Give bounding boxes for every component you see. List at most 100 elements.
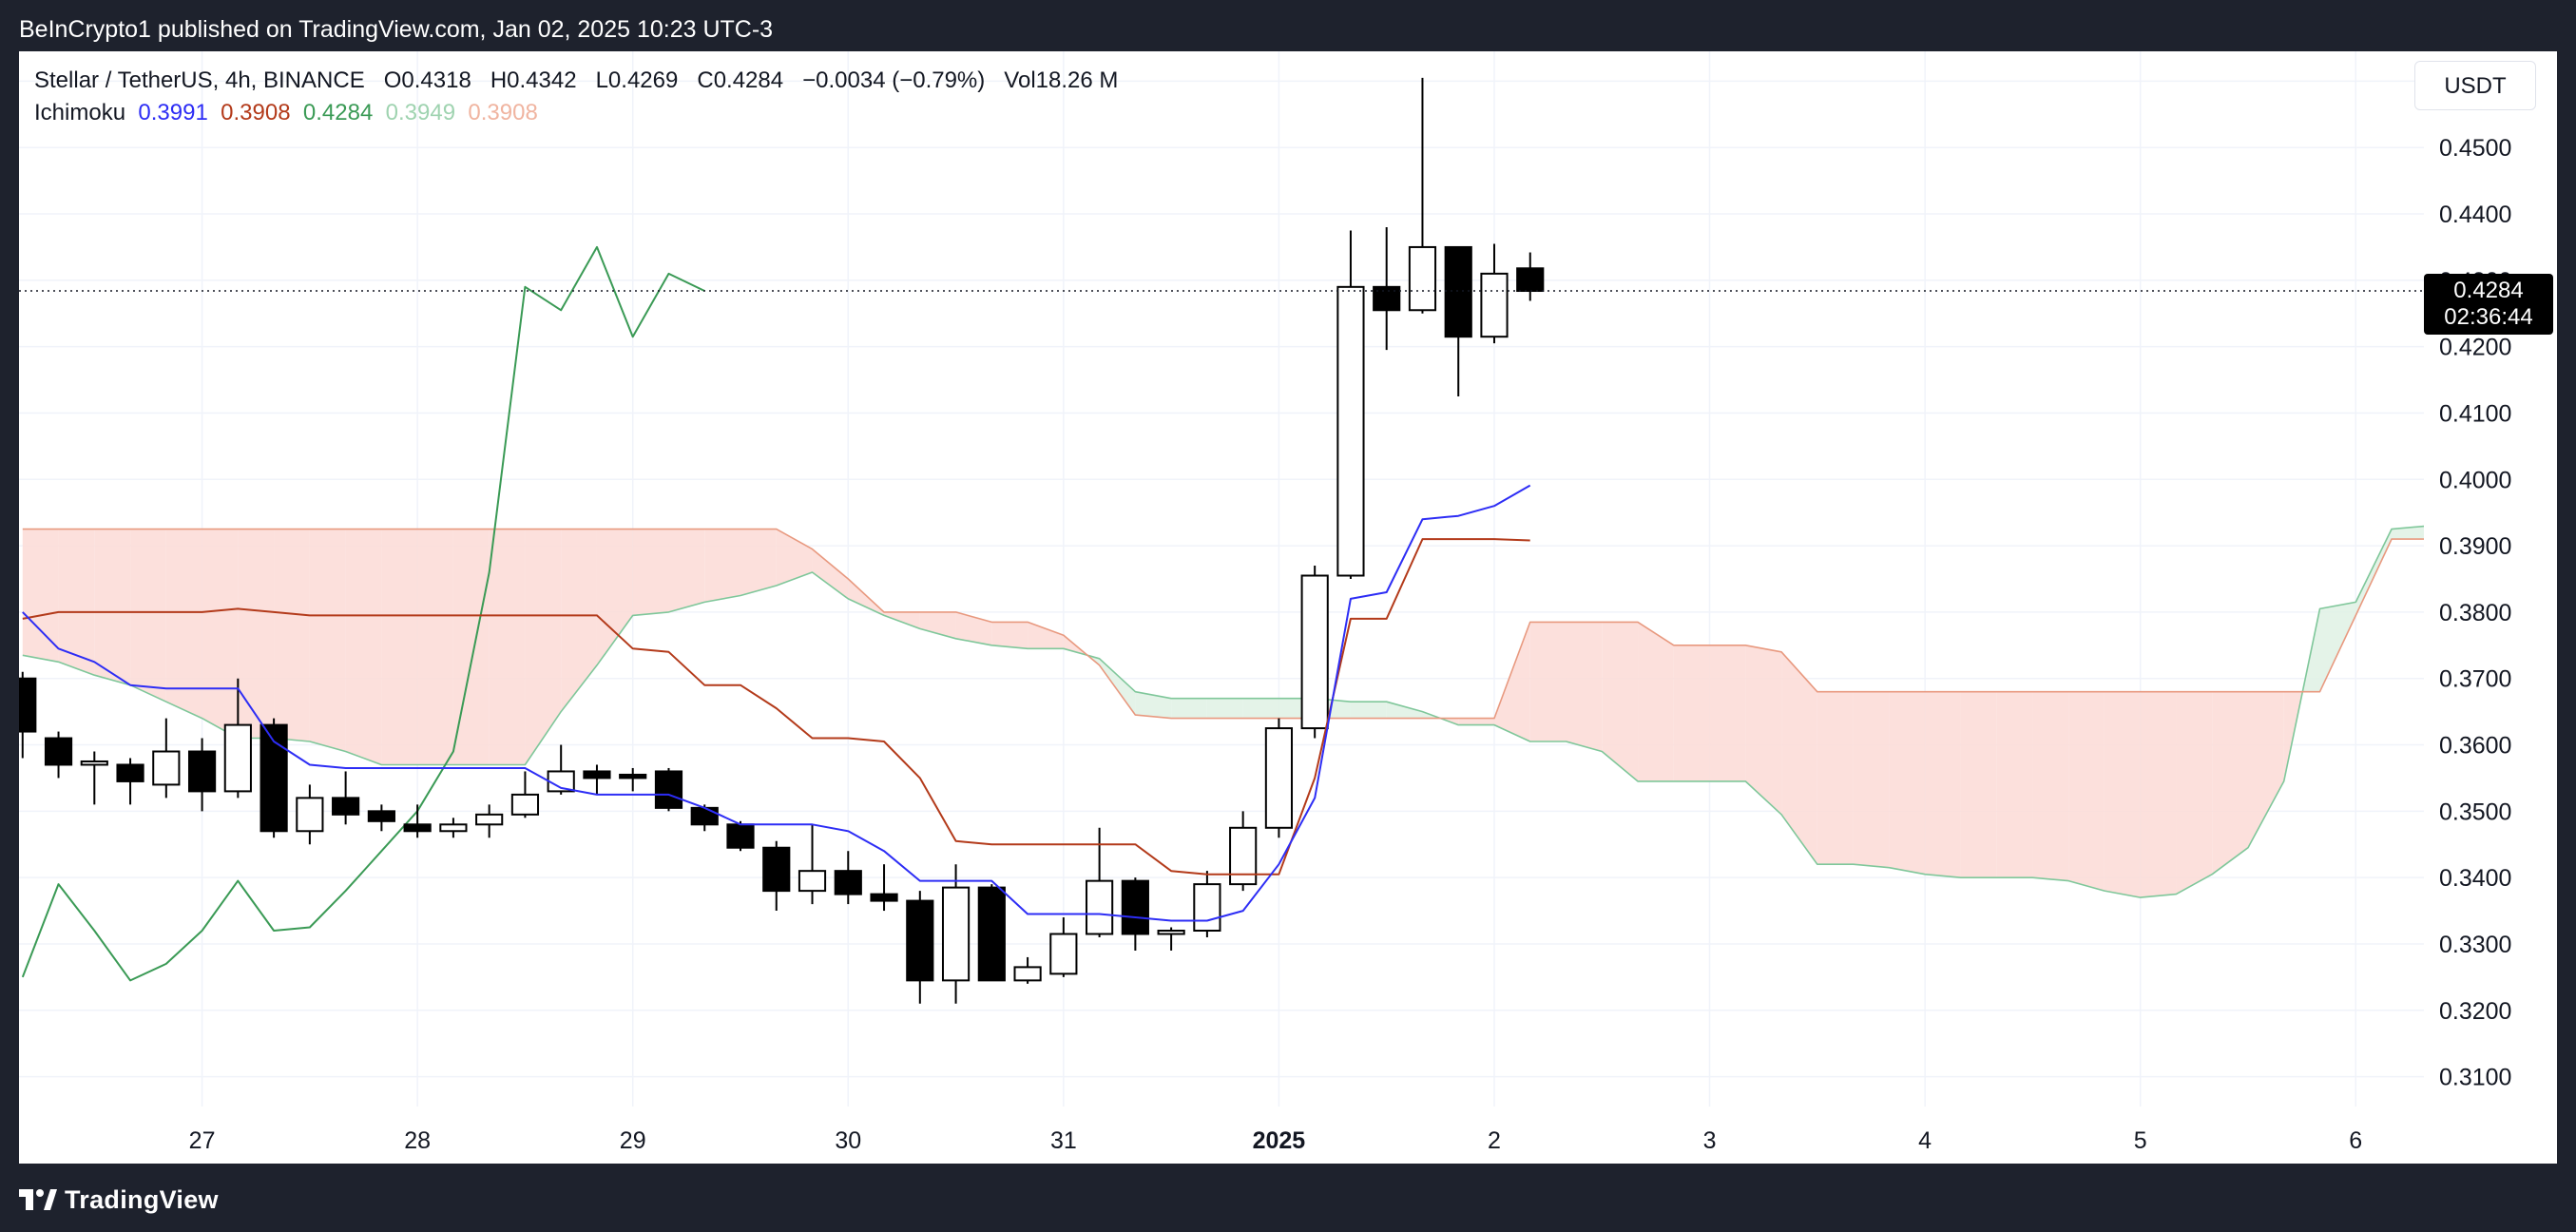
bearish-cloud-segment	[740, 529, 777, 596]
y-tick-label: 0.4000	[2439, 467, 2511, 493]
bearish-candle-body	[870, 893, 898, 902]
last-price-label: 0.4284 02:36:44	[2424, 274, 2553, 336]
bearish-cloud-segment	[489, 529, 526, 765]
candle	[654, 767, 683, 812]
bearish-cloud-segment	[309, 529, 346, 752]
currency-button[interactable]: USDT	[2414, 61, 2536, 110]
bearish-cloud-segment	[1960, 691, 1997, 878]
y-tick-label: 0.3300	[2439, 932, 2511, 958]
candle	[1049, 917, 1078, 977]
bullish-candle-body	[510, 793, 540, 816]
bearish-cloud-segment	[2247, 691, 2284, 848]
candle	[1516, 252, 1545, 301]
bearish-cloud-segment	[1925, 691, 1961, 878]
bearish-cloud-segment	[812, 549, 849, 599]
bearish-cloud-segment	[1638, 622, 1674, 781]
bearish-candle-body	[1516, 267, 1545, 293]
candle	[1444, 245, 1472, 397]
candle	[583, 764, 611, 795]
x-tick-label: 3	[1703, 1127, 1717, 1154]
bearish-cloud-segment	[274, 529, 310, 742]
footer-bar: TradingView	[0, 1164, 2576, 1232]
bearish-cloud-segment	[1817, 691, 1854, 865]
y-tick-label: 0.3800	[2439, 600, 2511, 626]
bullish-cloud-segment	[2392, 526, 2424, 540]
last-price-value: 0.4284	[2453, 278, 2524, 304]
bearish-cloud-segment	[596, 529, 633, 665]
y-tick-label: 0.3200	[2439, 998, 2511, 1025]
candle	[1408, 77, 1437, 314]
bullish-cloud-segment	[1171, 698, 1207, 719]
bullish-candle-body	[1336, 285, 1365, 577]
bearish-cloud-segment	[955, 611, 992, 645]
bullish-candle-body	[1157, 930, 1185, 935]
bullish-candle-body	[475, 813, 504, 826]
bearish-cloud-segment	[2140, 691, 2177, 898]
candle	[1336, 230, 1365, 579]
candle	[187, 738, 217, 812]
bullish-candle-body	[1229, 826, 1258, 886]
y-tick-label: 0.3400	[2439, 865, 2511, 892]
bearish-candle-body	[116, 763, 144, 782]
x-tick-label: 29	[620, 1127, 646, 1154]
bearish-cloud-segment	[1028, 622, 1064, 649]
bearish-cloud-segment	[238, 529, 275, 739]
bearish-cloud-segment	[1745, 645, 1782, 815]
price-chart[interactable]: 0.3100 0.3200 0.3300 0.3400 0.3500 0.3600 0.37…	[19, 51, 2557, 1164]
bearish-cloud-segment	[1602, 622, 1639, 781]
y-tick-label: 0.3500	[2439, 799, 2511, 825]
bearish-cloud-segment	[1781, 651, 1817, 865]
candles	[19, 77, 1545, 1004]
candle	[906, 891, 934, 1004]
candle	[152, 718, 181, 799]
y-tick-label: 0.4200	[2439, 335, 2511, 361]
publisher-text: BeInCrypto1 published on TradingView.com…	[19, 16, 774, 43]
candle	[80, 751, 108, 805]
y-tick-label: 0.4500	[2439, 135, 2511, 162]
base-value: 0.3908	[221, 100, 291, 125]
span-a-value: 0.3949	[385, 100, 456, 125]
x-tick-label: 6	[2349, 1127, 2362, 1154]
lagging-value: 0.4284	[302, 100, 374, 125]
bearish-candle-body	[260, 723, 288, 833]
candle	[1193, 871, 1221, 937]
conversion-value: 0.3991	[138, 100, 208, 125]
bearish-cloud-segment	[776, 529, 813, 586]
candle	[726, 820, 755, 852]
bearish-candle-body	[44, 737, 73, 766]
y-tick-label: 0.3900	[2439, 533, 2511, 560]
bearish-cloud-segment	[2212, 691, 2248, 875]
symbol-label[interactable]: Stellar / TetherUS, 4h, BINANCE	[34, 67, 365, 93]
x-tick-label: 28	[404, 1127, 431, 1154]
candle	[834, 851, 862, 905]
chart-panel[interactable]: 0.3100 0.3200 0.3300 0.3400 0.3500 0.3600 0.37…	[19, 51, 2557, 1164]
bearish-cloud-segment	[1673, 645, 1710, 781]
lagging-span-line	[21, 245, 705, 982]
candle	[1264, 718, 1294, 838]
chart-legend: Stellar / TetherUS, 4h, BINANCE O0.4318 …	[34, 65, 1118, 129]
bearish-candle-body	[726, 823, 755, 849]
candle	[116, 758, 144, 805]
bearish-cloud-segment	[2176, 691, 2213, 895]
bearish-cloud-segment	[561, 529, 597, 712]
indicator-name[interactable]: Ichimoku	[34, 100, 126, 125]
conversion-line	[22, 484, 1531, 922]
candle	[619, 767, 647, 792]
bullish-candle-body	[1264, 727, 1294, 829]
y-tick-label: 0.4400	[2439, 202, 2511, 228]
candle	[403, 804, 432, 838]
bullish-candle-body	[80, 760, 108, 766]
candle	[1373, 227, 1401, 351]
x-tick-label: 31	[1050, 1127, 1077, 1154]
bearish-candle-body	[619, 773, 647, 780]
tradingview-logo[interactable]: TradingView	[19, 1184, 219, 1215]
x-tick-label: 30	[835, 1127, 861, 1154]
bearish-cloud-segment	[130, 529, 166, 703]
x-tick-label: 4	[1918, 1127, 1932, 1154]
bearish-cloud-segment	[1853, 691, 1890, 868]
senkou-span-b-line	[22, 528, 2424, 720]
bearish-cloud-segment	[381, 529, 418, 765]
candle	[223, 678, 252, 799]
x-axis: 27 28 29 30 31 2025 2 3 4 5 6	[189, 1127, 2363, 1154]
bearish-candle-body	[187, 750, 217, 793]
